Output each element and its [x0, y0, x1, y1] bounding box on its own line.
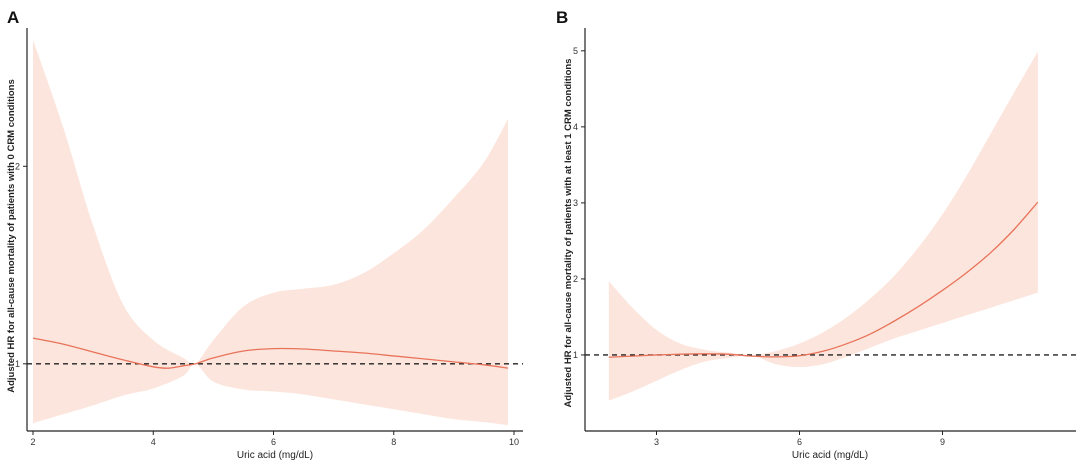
panel-a-y-axis-title: Adjusted HR for all-cause mortality of p…: [6, 79, 17, 393]
panel-b-y-tick-label: 2: [573, 274, 578, 284]
panel-a-x-tick-label: 2: [31, 437, 36, 447]
panel-b-y-tick-label: 3: [573, 198, 578, 208]
panel-a-x-tick-label: 10: [509, 437, 519, 447]
panel-b-x-tick-label: 9: [940, 437, 945, 447]
panel-b-letter: B: [556, 8, 568, 27]
panel-b-y-axis-title: Adjusted HR for all-cause mortality of p…: [563, 59, 574, 408]
panel-a-y-tick-label: 2: [15, 161, 20, 171]
panel-a-plot: [27, 39, 523, 426]
panel-b-y-tick-label: 4: [573, 122, 578, 132]
panel-b-y-tick-label: 1: [573, 350, 578, 360]
panel-a-letter: A: [7, 8, 19, 27]
panel-a-confidence-band: [33, 39, 508, 426]
panel-a-x-tick-label: 8: [391, 437, 396, 447]
panel-b-hr-line: [608, 201, 1039, 358]
panel-a: A Uric acid (mg/dL) Adjusted HR for all-…: [6, 8, 523, 461]
panel-a-y-tick-label: 1: [15, 359, 20, 369]
panel-b: B Uric acid (mg/dL) Adjusted HR for all-…: [556, 8, 1076, 461]
panel-a-hr-line: [32, 337, 509, 369]
panel-b-plot: [585, 51, 1076, 401]
panel-b-x-axis-title: Uric acid (mg/dL): [792, 450, 868, 461]
panel-b-confidence-band: [608, 51, 1038, 401]
panel-a-x-tick-label: 6: [271, 437, 276, 447]
panel-b-x-tick-label: 6: [797, 437, 802, 447]
panel-b-y-tick-label: 5: [573, 46, 578, 56]
panel-a-x-axis-title: Uric acid (mg/dL): [237, 450, 313, 461]
panel-b-x-tick-label: 3: [654, 437, 659, 447]
panel-a-x-tick-label: 4: [151, 437, 156, 447]
